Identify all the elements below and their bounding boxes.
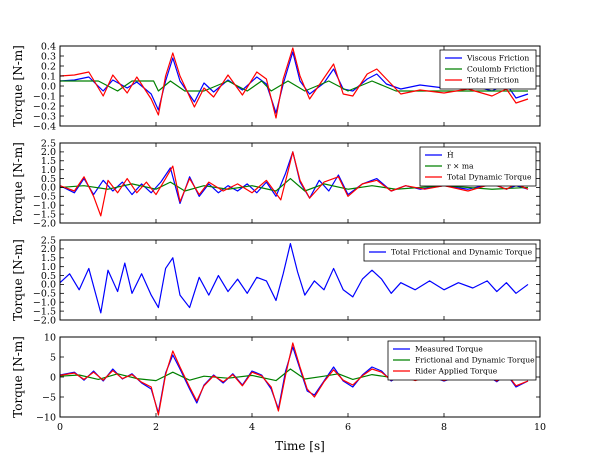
legend-entry: Viscous Friction xyxy=(466,54,529,63)
legend-entry: r × ma xyxy=(447,162,474,171)
y-tick-label: −10 xyxy=(36,412,56,423)
y-tick-label: −1.5 xyxy=(33,209,56,220)
legend-entry: Total Friction xyxy=(467,76,519,85)
y-tick-label: −5 xyxy=(42,392,56,403)
y-axis-label: Torque [N-m] xyxy=(11,239,25,321)
series-line xyxy=(60,51,529,114)
legend-frame xyxy=(387,340,537,381)
legend: Ḣr × ma Total Dynamic Torque xyxy=(419,146,537,187)
y-tick-label: −2.0 xyxy=(33,315,56,326)
y-tick-label: 1.0 xyxy=(41,165,56,176)
y-tick-label: −0.4 xyxy=(33,121,56,132)
x-tick-label: 6 xyxy=(345,422,351,433)
panel-3: 2.52.01.51.00.50.0−0.5−1.0−1.5−2.0 Torque… xyxy=(11,235,541,326)
legend: Measured Torque Frictional and Dynamic To… xyxy=(387,340,537,381)
series-line xyxy=(60,242,529,314)
y-tick-label: 2.0 xyxy=(41,244,56,255)
x-tick-label: 8 xyxy=(441,422,447,433)
legend-entry: Total Frictional and Dynamic Torque xyxy=(391,248,533,257)
y-tick-label: 0.3 xyxy=(41,51,56,62)
plot-frame xyxy=(59,239,541,321)
legend-entry: Coulomb Friction xyxy=(467,65,534,74)
y-tick-label: 0 xyxy=(50,372,56,383)
y-tick-label: −0.5 xyxy=(33,192,56,203)
plot-frame xyxy=(59,142,541,224)
y-axis-label: Torque [N-m] xyxy=(11,142,25,224)
legend-frame xyxy=(363,243,537,262)
y-tick-label: 1.0 xyxy=(41,262,56,273)
y-tick-label: −2.0 xyxy=(33,218,56,229)
y-axis-label: Torque [N-m] xyxy=(11,336,25,418)
y-axis-label: Torque [N-m] xyxy=(11,45,25,127)
series-line xyxy=(60,151,529,217)
y-tick-label: 0.2 xyxy=(41,61,56,72)
series-line xyxy=(60,177,529,192)
y-tick-label: 5 xyxy=(50,352,56,363)
y-tick-label: 0.1 xyxy=(41,71,56,82)
y-tick-label: 0.0 xyxy=(41,183,56,194)
y-tick-label: 0.4 xyxy=(41,41,56,52)
series-line xyxy=(60,80,528,92)
y-tick-label: 0.5 xyxy=(41,271,56,282)
y-tick-label: 1.5 xyxy=(41,253,56,264)
y-tick-label: 2.5 xyxy=(41,235,56,246)
y-tick-label: −0.3 xyxy=(33,111,56,122)
y-tick-label: 2.0 xyxy=(41,147,56,158)
y-tick-label: −0.5 xyxy=(33,289,56,300)
y-tick-label: 0.0 xyxy=(41,81,56,92)
y-tick-label: 10 xyxy=(44,332,56,343)
legend-entry: Total Dynamic Torque xyxy=(447,173,532,182)
y-tick-label: −1.5 xyxy=(33,306,56,317)
panel-2: 2.52.01.51.00.50.0−0.5−1.0−1.5−2.0 Torque… xyxy=(11,138,541,229)
x-tick-label: 2 xyxy=(153,422,159,433)
legend-entry: Rider Applied Torque xyxy=(415,367,498,376)
legend: Viscous Friction Coulomb Friction Total Fr… xyxy=(439,49,537,90)
x-axis-label: Time [s] xyxy=(275,439,325,453)
legend-entry: Ḣ xyxy=(447,151,454,160)
panel-1: 0.40.30.20.10.0−0.1−0.2−0.3−0.4 Torque [N… xyxy=(11,41,541,132)
y-tick-label: −1.0 xyxy=(33,201,56,212)
y-tick-label: −1.0 xyxy=(33,298,56,309)
x-tick-label: 4 xyxy=(249,422,255,433)
legend-entry: Frictional and Dynamic Torque xyxy=(415,356,535,365)
legend-entry: Measured Torque xyxy=(415,345,483,354)
y-tick-label: 0.0 xyxy=(41,280,56,291)
y-tick-label: 2.5 xyxy=(41,138,56,149)
legend: Total Frictional and Dynamic Torque xyxy=(363,243,537,262)
y-tick-label: 0.5 xyxy=(41,174,56,185)
y-tick-label: −0.2 xyxy=(33,101,56,112)
x-tick-label: 10 xyxy=(534,422,546,433)
y-tick-label: −0.1 xyxy=(33,91,56,102)
y-tick-label: 1.5 xyxy=(41,156,56,167)
x-tick-label: 0 xyxy=(57,422,63,433)
series-line xyxy=(60,47,529,119)
